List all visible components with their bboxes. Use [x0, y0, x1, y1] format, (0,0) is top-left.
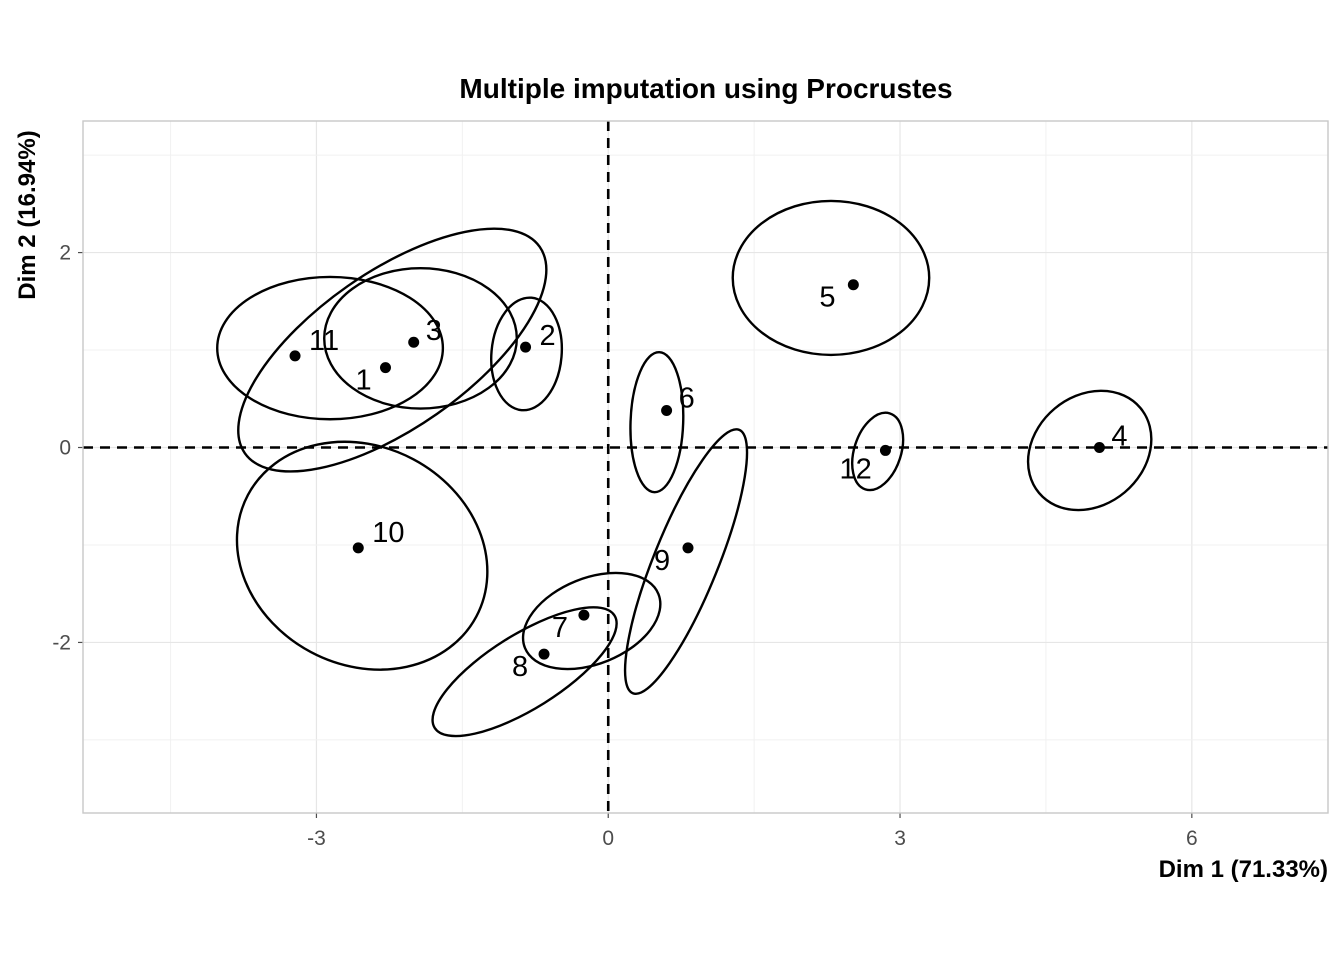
point-label-6: 6	[679, 382, 695, 414]
point-label-5: 5	[819, 282, 835, 314]
point-label-8: 8	[512, 651, 528, 683]
data-point-3	[408, 336, 420, 348]
point-label-2: 2	[540, 320, 556, 352]
confidence-ellipse-4	[1026, 389, 1153, 512]
data-point-5	[847, 279, 859, 291]
x-tick-label: 3	[894, 827, 906, 850]
point-label-9: 9	[654, 545, 670, 577]
confidence-ellipse-8	[431, 606, 618, 738]
data-point-11	[289, 350, 301, 362]
y-axis-title: Dim 2 (16.94%)	[14, 130, 41, 299]
point-label-10: 10	[372, 517, 404, 549]
y-tick-label: 0	[59, 437, 71, 460]
confidence-ellipse-2	[490, 296, 564, 412]
point-label-7: 7	[552, 612, 568, 644]
data-point-1	[379, 362, 391, 374]
point-label-4: 4	[1111, 421, 1127, 453]
axis-ticks: -3 0 3 6 -2 0 2	[52, 242, 1197, 850]
chart-title: Multiple imputation using Procrustes	[459, 73, 952, 104]
data-point-9	[682, 542, 694, 554]
confidence-ellipse-5	[731, 199, 931, 357]
data-point-8	[538, 648, 550, 660]
confidence-ellipse-10	[235, 440, 489, 671]
confidence-ellipse-6	[629, 350, 685, 494]
x-tick-label: 6	[1186, 827, 1198, 850]
data-point-4	[1093, 442, 1105, 454]
point-label-1: 1	[355, 365, 371, 397]
confidence-ellipse-9	[623, 428, 749, 695]
y-tick-label: -2	[52, 631, 71, 654]
confidence-ellipses	[216, 199, 1153, 738]
confidence-ellipse-11	[216, 275, 445, 421]
confidence-ellipse-12	[851, 411, 905, 492]
panel-border	[82, 120, 1329, 814]
x-tick-label: -3	[307, 827, 326, 850]
point-label-3: 3	[426, 315, 442, 347]
reference-lines	[83, 121, 1328, 813]
confidence-ellipse-1	[237, 227, 548, 473]
data-point-2	[520, 341, 532, 353]
point-label-12: 12	[839, 453, 871, 485]
y-tick-label: 2	[59, 242, 71, 265]
point-label-11: 11	[309, 325, 339, 357]
confidence-ellipse-7	[521, 571, 662, 671]
data-point-7	[578, 609, 590, 621]
data-point-6	[661, 404, 673, 416]
data-point-10	[352, 542, 364, 554]
x-tick-label: 0	[602, 827, 614, 850]
x-axis-title: Dim 1 (71.33%)	[1159, 856, 1328, 883]
data-points	[289, 279, 1105, 660]
data-point-12	[879, 444, 891, 456]
confidence-ellipse-3	[323, 266, 519, 410]
